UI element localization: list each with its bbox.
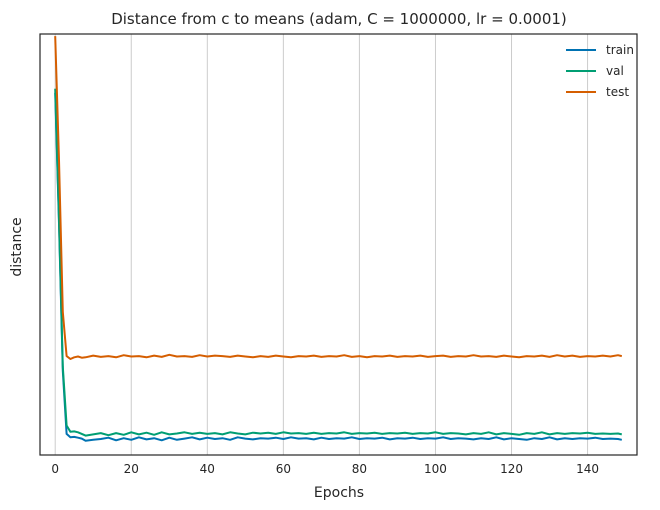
series-line-test xyxy=(54,36,623,360)
x-tick-label-100: 100 xyxy=(424,462,447,476)
x-tick-label-40: 40 xyxy=(200,462,215,476)
y-axis-label: distance xyxy=(9,217,25,276)
x-tick-label-0: 0 xyxy=(51,462,59,476)
x-tick-label-120: 120 xyxy=(500,462,523,476)
x-axis-ticks: 0 20 40 60 80 100 120 140 xyxy=(51,462,599,476)
legend: train val test xyxy=(566,43,634,99)
x-tick-label-20: 20 xyxy=(124,462,139,476)
legend-label-train: train xyxy=(606,43,634,57)
series-line-train xyxy=(54,92,623,442)
x-tick-label-140: 140 xyxy=(576,462,599,476)
chart-title: Distance from c to means (adam, C = 1000… xyxy=(111,10,567,28)
legend-label-test: test xyxy=(606,85,629,99)
x-tick-label-80: 80 xyxy=(352,462,367,476)
x-axis-label: Epochs xyxy=(314,485,364,501)
legend-label-val: val xyxy=(606,64,624,78)
series-lines xyxy=(54,36,623,442)
series-line-val xyxy=(54,88,623,437)
gridlines xyxy=(54,34,589,455)
plot-frame xyxy=(39,33,638,456)
x-tick-label-60: 60 xyxy=(276,462,291,476)
